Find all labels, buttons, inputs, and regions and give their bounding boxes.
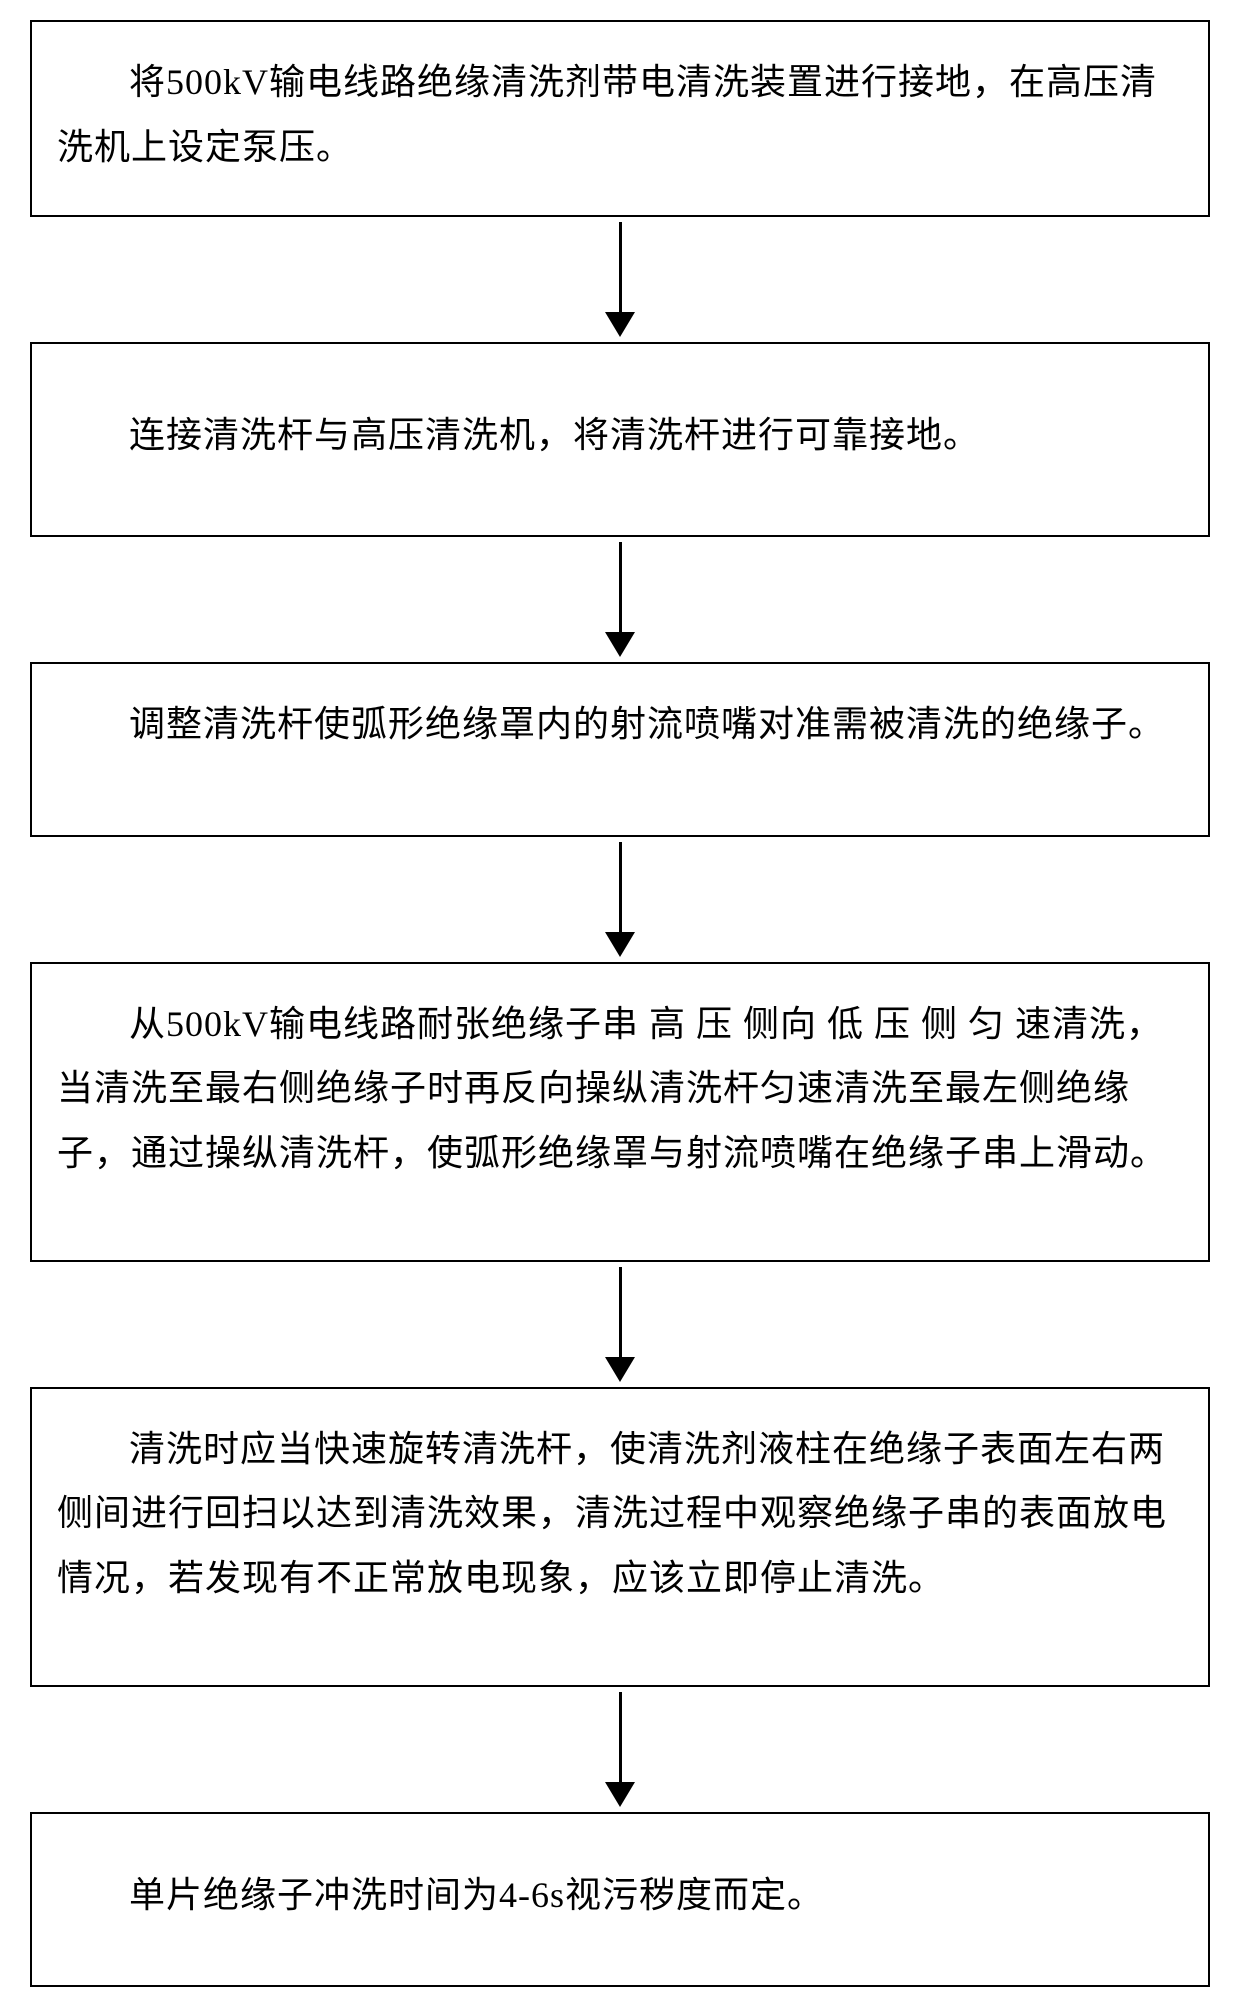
arrow-head-icon <box>605 1357 635 1382</box>
step-box-1: 将500kV输电线路绝缘清洗剂带电清洗装置进行接地，在高压清洗机上设定泵压。 <box>30 20 1210 217</box>
step-text-5: 清洗时应当快速旋转清洗杆，使清洗剂液柱在绝缘子表面左右两侧间进行回扫以达到清洗效… <box>57 1417 1183 1611</box>
step-text-2: 连接清洗杆与高压清洗机，将清洗杆进行可靠接地。 <box>57 403 980 468</box>
arrow-line-icon <box>619 842 622 932</box>
arrow-1 <box>605 217 635 342</box>
arrow-line-icon <box>619 1267 622 1357</box>
step-box-4: 从500kV输电线路耐张绝缘子串 高 压 侧向 低 压 侧 匀 速清洗，当清洗至… <box>30 962 1210 1262</box>
arrow-5 <box>605 1687 635 1812</box>
step-box-6: 单片绝缘子冲洗时间为4-6s视污秽度而定。 <box>30 1812 1210 1987</box>
arrow-4 <box>605 1262 635 1387</box>
step-box-3: 调整清洗杆使弧形绝缘罩内的射流喷嘴对准需被清洗的绝缘子。 <box>30 662 1210 837</box>
arrow-head-icon <box>605 632 635 657</box>
step-text-6: 单片绝缘子冲洗时间为4-6s视污秽度而定。 <box>57 1863 824 1928</box>
step-text-3: 调整清洗杆使弧形绝缘罩内的射流喷嘴对准需被清洗的绝缘子。 <box>57 692 1183 757</box>
step-text-4: 从500kV输电线路耐张绝缘子串 高 压 侧向 低 压 侧 匀 速清洗，当清洗至… <box>57 992 1183 1186</box>
arrow-line-icon <box>619 542 622 632</box>
arrow-line-icon <box>619 1692 622 1782</box>
step-text-1: 将500kV输电线路绝缘清洗剂带电清洗装置进行接地，在高压清洗机上设定泵压。 <box>57 50 1183 180</box>
arrow-head-icon <box>605 312 635 337</box>
arrow-2 <box>605 537 635 662</box>
arrow-head-icon <box>605 932 635 957</box>
arrow-line-icon <box>619 222 622 312</box>
step-box-2: 连接清洗杆与高压清洗机，将清洗杆进行可靠接地。 <box>30 342 1210 537</box>
flowchart-container: 将500kV输电线路绝缘清洗剂带电清洗装置进行接地，在高压清洗机上设定泵压。 连… <box>20 20 1220 1987</box>
arrow-head-icon <box>605 1782 635 1807</box>
arrow-3 <box>605 837 635 962</box>
step-box-5: 清洗时应当快速旋转清洗杆，使清洗剂液柱在绝缘子表面左右两侧间进行回扫以达到清洗效… <box>30 1387 1210 1687</box>
